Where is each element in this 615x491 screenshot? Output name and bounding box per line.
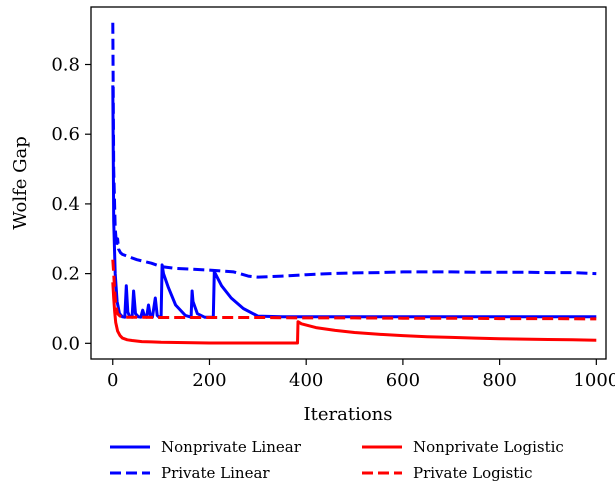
x-tick-label: 800 <box>482 370 516 391</box>
series-line-nonprivate-logistic <box>111 282 597 345</box>
series-line-private-linear <box>111 22 597 279</box>
legend-label-nonprivate-logistic: Nonprivate Logistic <box>413 438 564 456</box>
y-axis-label: Wolfe Gap <box>10 136 31 230</box>
x-tick-label: 200 <box>192 370 226 391</box>
y-tick-label: 0.8 <box>51 55 80 76</box>
x-tick-label: 1000 <box>573 370 615 391</box>
y-tick-label: 0.0 <box>51 333 80 354</box>
x-tick-label: 400 <box>289 370 323 391</box>
series-layer <box>111 22 597 345</box>
x-axis: 0 200 400 600 800 1000 <box>107 359 615 391</box>
y-tick-label: 0.6 <box>51 124 80 145</box>
legend-label-nonprivate-linear: Nonprivate Linear <box>161 438 302 456</box>
series-line-private-logistic <box>111 259 597 321</box>
x-tick-label: 600 <box>386 370 420 391</box>
y-tick-label: 0.2 <box>51 264 80 285</box>
plot-frame <box>90 6 607 360</box>
series-line-nonprivate-linear <box>111 85 597 319</box>
x-axis-label: Iterations <box>304 404 393 425</box>
y-axis: 0.0 0.2 0.4 0.6 0.8 <box>51 55 91 354</box>
x-tick-label: 0 <box>107 370 118 391</box>
y-tick-label: 0.4 <box>51 194 80 215</box>
legend-label-private-linear: Private Linear <box>161 464 270 482</box>
legend-label-private-logistic: Private Logistic <box>413 464 532 482</box>
legend: Nonprivate Linear Private Linear Nonprivat… <box>110 438 564 482</box>
